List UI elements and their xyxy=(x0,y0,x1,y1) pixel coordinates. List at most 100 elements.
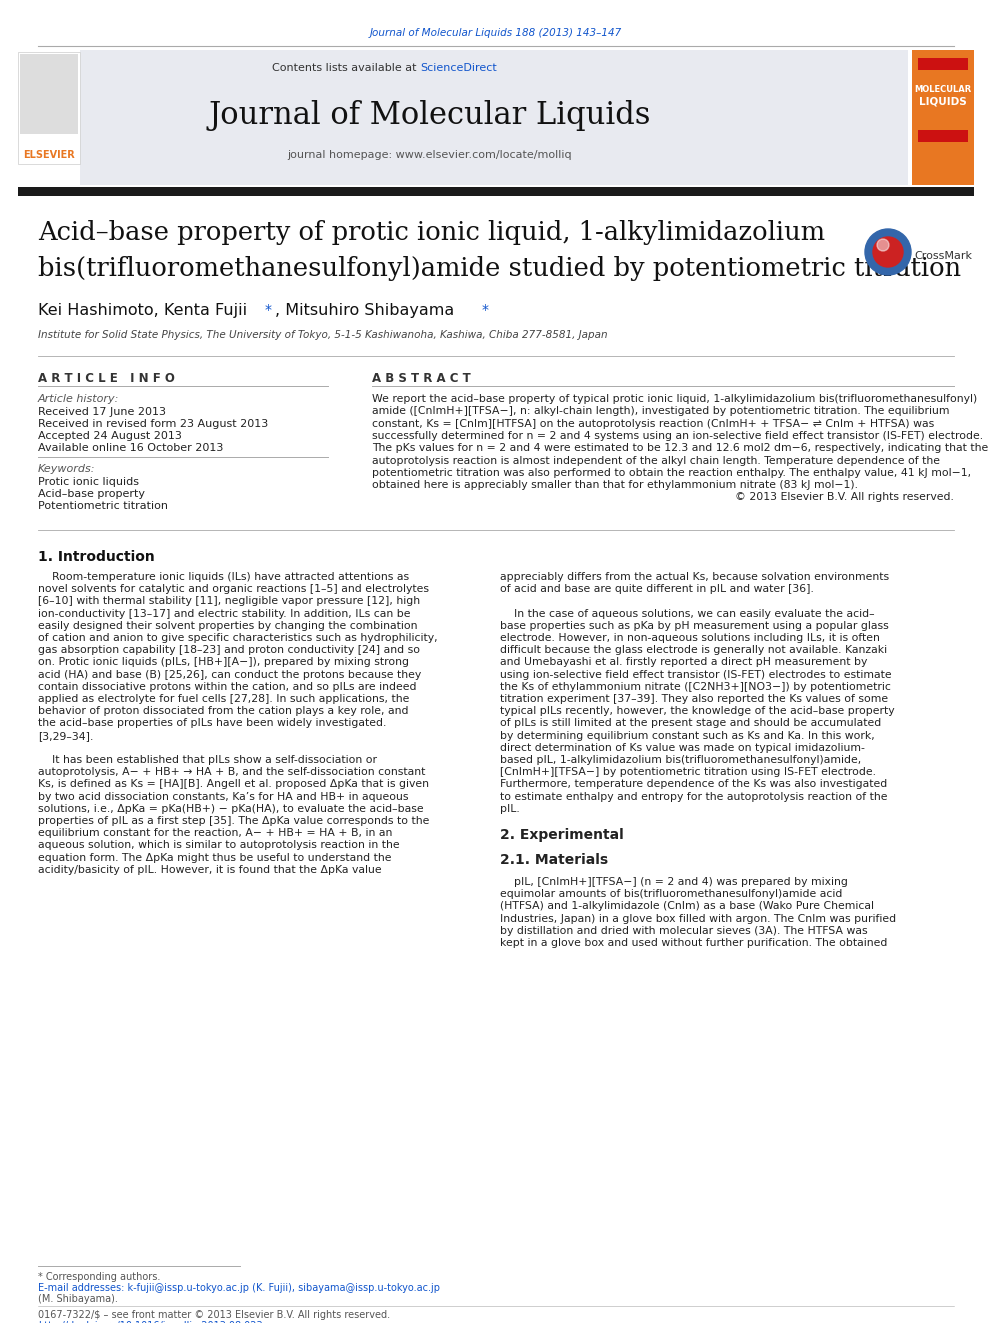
Text: equilibrium constant for the reaction, A− + HB+ = HA + B, in an: equilibrium constant for the reaction, A… xyxy=(38,828,393,839)
Text: It has been established that pILs show a self-dissociation or: It has been established that pILs show a… xyxy=(38,755,377,765)
Text: typical pILs recently, however, the knowledge of the acid–base property: typical pILs recently, however, the know… xyxy=(500,706,895,716)
FancyBboxPatch shape xyxy=(918,130,968,142)
Text: direct determination of Ks value was made on typical imidazolium-: direct determination of Ks value was mad… xyxy=(500,742,865,753)
FancyBboxPatch shape xyxy=(912,50,974,185)
Text: E-mail addresses: k-fujii@issp.u-tokyo.ac.jp (K. Fujii), sibayama@issp.u-tokyo.a: E-mail addresses: k-fujii@issp.u-tokyo.a… xyxy=(38,1283,440,1293)
Text: Protic ionic liquids: Protic ionic liquids xyxy=(38,478,139,487)
Text: A R T I C L E   I N F O: A R T I C L E I N F O xyxy=(38,372,175,385)
Text: constant, Ks = [CnIm][HTFSA] on the autoprotolysis reaction (CnImH+ + TFSA− ⇌ Cn: constant, Ks = [CnIm][HTFSA] on the auto… xyxy=(372,418,934,429)
Text: the Ks of ethylammonium nitrate ([C2NH3+][NO3−]) by potentiometric: the Ks of ethylammonium nitrate ([C2NH3+… xyxy=(500,681,891,692)
Text: Available online 16 October 2013: Available online 16 October 2013 xyxy=(38,443,223,452)
Circle shape xyxy=(877,239,889,251)
Text: http://dx.doi.org/10.1016/j.molliq.2013.08.023: http://dx.doi.org/10.1016/j.molliq.2013.… xyxy=(38,1320,263,1323)
Text: LIQUIDS: LIQUIDS xyxy=(920,97,967,106)
Text: of acid and base are quite different in pIL and water [36].: of acid and base are quite different in … xyxy=(500,585,813,594)
Text: behavior of proton dissociated from the cation plays a key role, and: behavior of proton dissociated from the … xyxy=(38,706,409,716)
Text: Journal of Molecular Liquids 188 (2013) 143–147: Journal of Molecular Liquids 188 (2013) … xyxy=(370,28,622,38)
Text: novel solvents for catalytic and organic reactions [1–5] and electrolytes: novel solvents for catalytic and organic… xyxy=(38,585,429,594)
Text: © 2013 Elsevier B.V. All rights reserved.: © 2013 Elsevier B.V. All rights reserved… xyxy=(735,492,954,503)
Text: contain dissociative protons within the cation, and so pILs are indeed: contain dissociative protons within the … xyxy=(38,681,417,692)
Text: solutions, i.e., ΔpKa = pKa(HB+) − pKa(HA), to evaluate the acid–base: solutions, i.e., ΔpKa = pKa(HB+) − pKa(H… xyxy=(38,804,424,814)
Text: ScienceDirect: ScienceDirect xyxy=(420,64,497,73)
Text: properties of pIL as a first step [35]. The ΔpKa value corresponds to the: properties of pIL as a first step [35]. … xyxy=(38,816,430,826)
Text: acid (HA) and base (B) [25,26], can conduct the protons because they: acid (HA) and base (B) [25,26], can cond… xyxy=(38,669,422,680)
Text: Ks, is defined as Ks = [HA][B]. Angell et al. proposed ΔpKa that is given: Ks, is defined as Ks = [HA][B]. Angell e… xyxy=(38,779,429,790)
Text: by determining equilibrium constant such as Ks and Ka. In this work,: by determining equilibrium constant such… xyxy=(500,730,875,741)
Text: applied as electrolyte for fuel cells [27,28]. In such applications, the: applied as electrolyte for fuel cells [2… xyxy=(38,695,410,704)
Text: Received 17 June 2013: Received 17 June 2013 xyxy=(38,407,166,417)
Text: ELSEVIER: ELSEVIER xyxy=(23,149,74,160)
Text: pIL, [CnImH+][TFSA−] (n = 2 and 4) was prepared by mixing: pIL, [CnImH+][TFSA−] (n = 2 and 4) was p… xyxy=(500,877,848,886)
Text: In the case of aqueous solutions, we can easily evaluate the acid–: In the case of aqueous solutions, we can… xyxy=(500,609,875,619)
Text: Room-temperature ionic liquids (ILs) have attracted attentions as: Room-temperature ionic liquids (ILs) hav… xyxy=(38,572,409,582)
Text: 1. Introduction: 1. Introduction xyxy=(38,550,155,564)
Text: CrossMark: CrossMark xyxy=(914,251,972,261)
Circle shape xyxy=(865,229,911,275)
Text: journal homepage: www.elsevier.com/locate/molliq: journal homepage: www.elsevier.com/locat… xyxy=(288,149,572,160)
FancyBboxPatch shape xyxy=(20,54,78,134)
Text: bis(trifluoromethanesulfonyl)amide studied by potentiometric titration: bis(trifluoromethanesulfonyl)amide studi… xyxy=(38,255,961,280)
Text: Received in revised form 23 August 2013: Received in revised form 23 August 2013 xyxy=(38,419,268,429)
Text: Potentiometric titration: Potentiometric titration xyxy=(38,501,168,511)
Text: 2. Experimental: 2. Experimental xyxy=(500,828,624,843)
Text: (HTFSA) and 1-alkylimidazole (CnIm) as a base (Wako Pure Chemical: (HTFSA) and 1-alkylimidazole (CnIm) as a… xyxy=(500,901,874,912)
Text: Journal of Molecular Liquids: Journal of Molecular Liquids xyxy=(208,101,652,131)
Text: base properties such as pKa by pH measurement using a popular glass: base properties such as pKa by pH measur… xyxy=(500,620,889,631)
Text: by distillation and dried with molecular sieves (3A). The HTFSA was: by distillation and dried with molecular… xyxy=(500,926,868,935)
Text: , Mitsuhiro Shibayama: , Mitsuhiro Shibayama xyxy=(275,303,459,318)
Text: appreciably differs from the actual Ks, because solvation environments: appreciably differs from the actual Ks, … xyxy=(500,572,889,582)
Circle shape xyxy=(873,237,903,267)
Text: Industries, Japan) in a glove box filled with argon. The CnIm was purified: Industries, Japan) in a glove box filled… xyxy=(500,914,896,923)
Text: equimolar amounts of bis(trifluoromethanesulfonyl)amide acid: equimolar amounts of bis(trifluoromethan… xyxy=(500,889,842,900)
Text: successfully determined for n = 2 and 4 systems using an ion-selective field eff: successfully determined for n = 2 and 4 … xyxy=(372,431,983,441)
Text: [6–10] with thermal stability [11], negligible vapor pressure [12], high: [6–10] with thermal stability [11], negl… xyxy=(38,597,421,606)
Text: kept in a glove box and used without further purification. The obtained: kept in a glove box and used without fur… xyxy=(500,938,888,949)
Text: on. Protic ionic liquids (pILs, [HB+][A−]), prepared by mixing strong: on. Protic ionic liquids (pILs, [HB+][A−… xyxy=(38,658,409,667)
Text: (M. Shibayama).: (M. Shibayama). xyxy=(38,1294,118,1304)
Text: the acid–base properties of pILs have been widely investigated.: the acid–base properties of pILs have be… xyxy=(38,718,386,729)
Text: by two acid dissociation constants, Ka’s for HA and HB+ in aqueous: by two acid dissociation constants, Ka’s… xyxy=(38,791,409,802)
Text: easily designed their solvent properties by changing the combination: easily designed their solvent properties… xyxy=(38,620,418,631)
Text: Keywords:: Keywords: xyxy=(38,464,95,474)
Text: Contents lists available at: Contents lists available at xyxy=(272,64,420,73)
Text: Accepted 24 August 2013: Accepted 24 August 2013 xyxy=(38,431,182,441)
Text: titration experiment [37–39]. They also reported the Ks values of some: titration experiment [37–39]. They also … xyxy=(500,695,888,704)
Text: A B S T R A C T: A B S T R A C T xyxy=(372,372,471,385)
Text: based pIL, 1-alkylimidazolium bis(trifluoromethanesulfonyl)amide,: based pIL, 1-alkylimidazolium bis(triflu… xyxy=(500,755,861,765)
Text: Institute for Solid State Physics, The University of Tokyo, 5-1-5 Kashiwanoha, K: Institute for Solid State Physics, The U… xyxy=(38,329,608,340)
FancyBboxPatch shape xyxy=(918,58,968,70)
Text: equation form. The ΔpKa might thus be useful to understand the: equation form. The ΔpKa might thus be us… xyxy=(38,852,392,863)
Text: The pKs values for n = 2 and 4 were estimated to be 12.3 and 12.6 mol2 dm−6, res: The pKs values for n = 2 and 4 were esti… xyxy=(372,443,988,454)
Text: obtained here is appreciably smaller than that for ethylammonium nitrate (83 kJ : obtained here is appreciably smaller tha… xyxy=(372,480,858,490)
Text: acidity/basicity of pIL. However, it is found that the ΔpKa value: acidity/basicity of pIL. However, it is … xyxy=(38,865,382,875)
Text: Kei Hashimoto, Kenta Fujii: Kei Hashimoto, Kenta Fujii xyxy=(38,303,252,318)
Text: and Umebayashi et al. firstly reported a direct pH measurement by: and Umebayashi et al. firstly reported a… xyxy=(500,658,867,667)
Text: potentiometric titration was also performed to obtain the reaction enthalpy. The: potentiometric titration was also perfor… xyxy=(372,468,971,478)
Text: gas absorption capability [18–23] and proton conductivity [24] and so: gas absorption capability [18–23] and pr… xyxy=(38,646,420,655)
Text: Article history:: Article history: xyxy=(38,394,119,404)
Text: of pILs is still limited at the present stage and should be accumulated: of pILs is still limited at the present … xyxy=(500,718,881,729)
Text: [CnImH+][TFSA−] by potentiometric titration using IS-FET electrode.: [CnImH+][TFSA−] by potentiometric titrat… xyxy=(500,767,876,777)
Text: Acid–base property: Acid–base property xyxy=(38,490,145,499)
Text: electrode. However, in non-aqueous solutions including ILs, it is often: electrode. However, in non-aqueous solut… xyxy=(500,632,880,643)
Text: *: * xyxy=(265,303,272,318)
FancyBboxPatch shape xyxy=(18,52,80,164)
Text: *: * xyxy=(482,303,489,318)
Text: to estimate enthalpy and entropy for the autoprotolysis reaction of the: to estimate enthalpy and entropy for the… xyxy=(500,791,888,802)
Text: We report the acid–base property of typical protic ionic liquid, 1-alkylimidazol: We report the acid–base property of typi… xyxy=(372,394,977,404)
Text: amide ([CnImH+][TFSA−], n: alkyl-chain length), investigated by potentiometric t: amide ([CnImH+][TFSA−], n: alkyl-chain l… xyxy=(372,406,949,417)
Text: of cation and anion to give specific characteristics such as hydrophilicity,: of cation and anion to give specific cha… xyxy=(38,632,437,643)
Text: Furthermore, temperature dependence of the Ks was also investigated: Furthermore, temperature dependence of t… xyxy=(500,779,887,790)
Text: Acid–base property of protic ionic liquid, 1-alkylimidazolium: Acid–base property of protic ionic liqui… xyxy=(38,220,825,245)
Text: ion-conductivity [13–17] and electric stability. In addition, ILs can be: ion-conductivity [13–17] and electric st… xyxy=(38,609,411,619)
Text: difficult because the glass electrode is generally not available. Kanzaki: difficult because the glass electrode is… xyxy=(500,646,887,655)
Text: 2.1. Materials: 2.1. Materials xyxy=(500,852,608,867)
Text: [3,29–34].: [3,29–34]. xyxy=(38,730,93,741)
Text: autoprotolysis reaction is almost independent of the alkyl chain length. Tempera: autoprotolysis reaction is almost indepe… xyxy=(372,455,940,466)
Text: aqueous solution, which is similar to autoprotolysis reaction in the: aqueous solution, which is similar to au… xyxy=(38,840,400,851)
Text: * Corresponding authors.: * Corresponding authors. xyxy=(38,1271,161,1282)
Text: 0167-7322/$ – see front matter © 2013 Elsevier B.V. All rights reserved.: 0167-7322/$ – see front matter © 2013 El… xyxy=(38,1310,390,1320)
FancyBboxPatch shape xyxy=(80,50,908,185)
Text: using ion-selective field effect transistor (IS-FET) electrodes to estimate: using ion-selective field effect transis… xyxy=(500,669,892,680)
FancyBboxPatch shape xyxy=(18,187,974,196)
